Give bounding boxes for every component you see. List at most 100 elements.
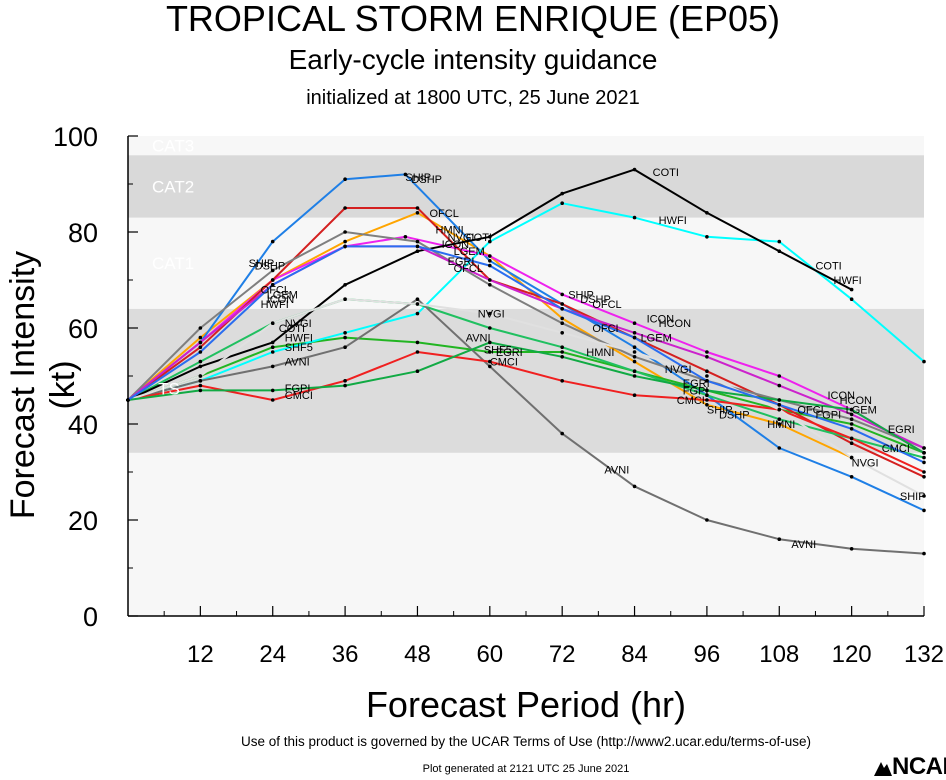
series-label: CMCI <box>882 443 910 455</box>
x-tick-label: 84 <box>621 641 648 668</box>
series-label: COTI <box>279 323 305 335</box>
data-point-fgpi <box>415 369 420 374</box>
terms-of-use[interactable]: Use of this product is governed by the U… <box>241 734 811 749</box>
series-label: DSHP <box>255 261 286 273</box>
data-point-nvgi <box>343 297 347 302</box>
data-point-avni <box>488 364 492 369</box>
series-label: HWFI <box>834 275 862 287</box>
data-point-gfsi <box>922 460 926 465</box>
data-point-cmci <box>705 398 709 402</box>
x-tick-label: 36 <box>332 641 359 668</box>
data-point-hwfi <box>632 215 637 220</box>
data-point-cmci <box>632 393 637 398</box>
data-point-gfsi <box>198 350 203 354</box>
data-point-gfsi <box>488 263 492 268</box>
data-point-ship <box>488 259 492 263</box>
data-point-coti <box>198 364 203 369</box>
data-point-shf5 <box>488 350 492 354</box>
series-label: NVGI <box>665 364 692 376</box>
series-label: SHIP <box>900 491 926 503</box>
data-point-cmci <box>922 470 926 474</box>
data-point-hwfi <box>922 359 926 364</box>
data-point-coti <box>560 191 564 196</box>
data-point-gfsi <box>849 427 854 431</box>
data-point-hwfi <box>849 297 854 302</box>
x-tick-label: 132 <box>904 641 944 668</box>
band-ts <box>128 308 924 453</box>
x-tick-label: 96 <box>694 641 721 668</box>
data-point-lgem <box>922 475 926 479</box>
series-line-hwfi <box>127 202 925 401</box>
band-label-cat2: CAT2 <box>152 177 194 196</box>
data-point-coti <box>488 235 492 239</box>
series-label: AVNI <box>604 465 629 477</box>
data-point-icon <box>922 446 926 450</box>
data-point-ship <box>632 345 637 350</box>
data-point-avni <box>270 364 275 369</box>
data-point-shf5 <box>270 345 275 350</box>
data-point-fgpi <box>922 451 926 455</box>
data-point-cmci <box>198 383 203 388</box>
data-point-nvgi <box>777 407 782 412</box>
ncar-logo: NCAR <box>872 754 946 780</box>
series-line-ship <box>127 173 925 512</box>
y-tick-label: 60 <box>68 314 98 344</box>
series-label: ICON <box>267 294 295 306</box>
data-point-gfsi <box>777 403 782 407</box>
series-label: FGPI <box>815 409 841 421</box>
series-label: EGRI <box>888 424 915 436</box>
series-label: AVNI <box>466 333 491 345</box>
data-point-icon <box>198 340 203 345</box>
data-point-lgem <box>415 206 420 210</box>
data-point-lgem <box>343 206 347 210</box>
data-point-ofcl <box>198 335 203 340</box>
data-point-lgem <box>198 345 203 350</box>
data-point-cmci <box>488 359 492 364</box>
initialization-time: initialized at 1800 UTC, 25 June 2021 <box>306 87 640 109</box>
data-point-lgem <box>270 278 275 282</box>
data-point-nvgi <box>705 374 709 378</box>
data-point-icon <box>488 278 492 282</box>
band-label-cat3: CAT3 <box>152 137 194 156</box>
data-point-ofcl <box>560 316 564 321</box>
series-line-icon <box>127 245 925 449</box>
data-point-avni <box>415 297 420 302</box>
data-point-hmni <box>705 393 709 398</box>
series-label: EGRI <box>496 347 523 359</box>
y-tick-label: 100 <box>53 122 98 152</box>
series-label: DSHP <box>719 409 750 421</box>
data-point-ofcl <box>705 403 709 407</box>
data-point-hmni <box>488 326 492 330</box>
data-point-icon <box>849 412 854 417</box>
series-label: OFCL <box>592 299 621 311</box>
data-point-hmni <box>922 455 926 460</box>
series-label: DSHP <box>411 174 442 186</box>
series-label: NVGI <box>478 309 505 321</box>
data-point-nvgi <box>849 455 854 460</box>
y-tick-label: 0 <box>83 602 98 632</box>
series-label: SHIP <box>707 405 733 417</box>
data-point-hwfi <box>705 235 709 239</box>
data-point-nvgi <box>198 374 203 378</box>
series-label: AVNI <box>791 539 816 551</box>
series-label: HCON <box>840 395 872 407</box>
series-labels: SHIPDSHPSHIPDSHPOFCLHWFILGEMICONNVGICOTI… <box>158 167 925 551</box>
data-point-dshp <box>403 235 408 239</box>
data-point-icon <box>705 355 709 359</box>
data-point-dshp <box>777 374 782 378</box>
series-label: FGPI <box>683 385 709 397</box>
data-point-fgpi <box>343 383 347 388</box>
data-point-cmci <box>560 379 564 383</box>
series-label: AVNI <box>285 357 310 369</box>
data-point-nvgi <box>922 494 926 498</box>
data-point-hmni <box>632 369 637 374</box>
series-label: COTI <box>653 167 679 179</box>
series-line-fgpi <box>127 341 925 454</box>
data-point-lgem <box>560 302 564 306</box>
data-point-coti <box>343 283 347 287</box>
data-point-coti <box>270 340 275 345</box>
data-point-coti <box>632 167 637 172</box>
data-point-egri <box>632 355 637 359</box>
data-point-fgpi <box>270 388 275 393</box>
data-point-egri <box>560 321 564 326</box>
